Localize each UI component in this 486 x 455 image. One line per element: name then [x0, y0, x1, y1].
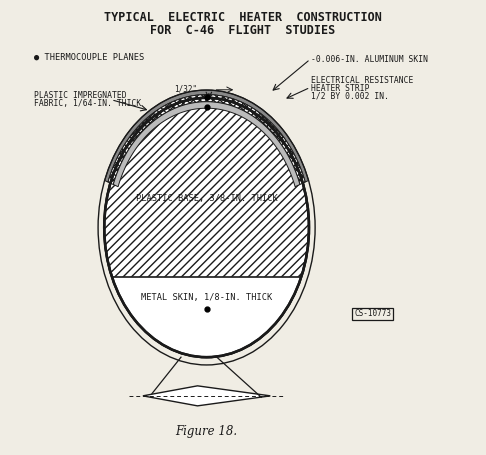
Text: PLASTIC IMPREGNATED: PLASTIC IMPREGNATED: [34, 91, 126, 100]
Text: FOR  C-46  FLIGHT  STUDIES: FOR C-46 FLIGHT STUDIES: [150, 24, 336, 37]
Text: -0.006-IN. ALUMINUM SKIN: -0.006-IN. ALUMINUM SKIN: [311, 55, 428, 64]
Text: CS-10773: CS-10773: [354, 309, 391, 318]
Polygon shape: [143, 386, 270, 406]
Text: 1/32": 1/32": [174, 85, 197, 93]
Polygon shape: [112, 277, 301, 357]
Text: ● THERMOCOUPLE PLANES: ● THERMOCOUPLE PLANES: [34, 52, 144, 61]
Polygon shape: [104, 90, 309, 182]
Text: Figure 18.: Figure 18.: [175, 425, 238, 438]
Text: HEATER STRIP: HEATER STRIP: [311, 84, 370, 93]
Ellipse shape: [104, 98, 309, 357]
Text: PLASTIC BASE, 3/8-IN. THICK: PLASTIC BASE, 3/8-IN. THICK: [136, 194, 278, 203]
Polygon shape: [108, 95, 305, 184]
Text: ELECTRICAL RESISTANCE: ELECTRICAL RESISTANCE: [311, 76, 414, 86]
Text: FABRIC, 1/64-IN. THICK: FABRIC, 1/64-IN. THICK: [34, 99, 141, 108]
Text: 1/2 BY 0.002 IN.: 1/2 BY 0.002 IN.: [311, 92, 389, 101]
Text: METAL SKIN, 1/8-IN. THICK: METAL SKIN, 1/8-IN. THICK: [141, 293, 272, 302]
Polygon shape: [113, 102, 300, 187]
Text: TYPICAL  ELECTRIC  HEATER  CONSTRUCTION: TYPICAL ELECTRIC HEATER CONSTRUCTION: [104, 11, 382, 25]
